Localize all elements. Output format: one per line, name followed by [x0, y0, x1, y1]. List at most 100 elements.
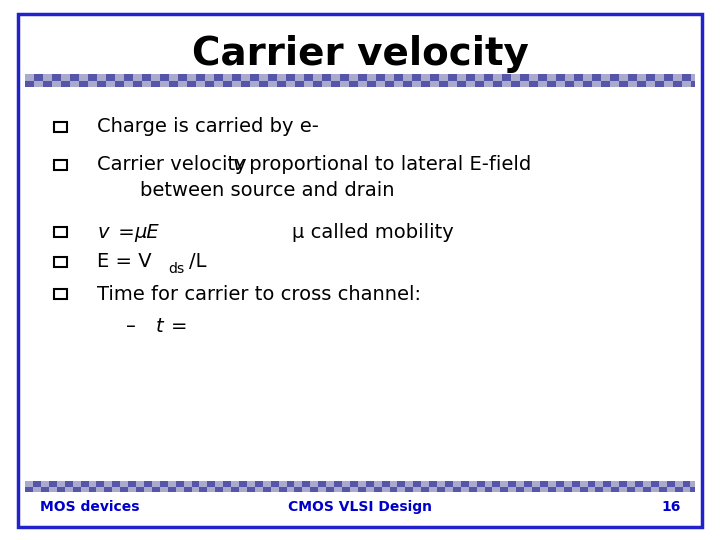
Bar [683, 74, 691, 80]
Bar [547, 80, 557, 87]
Bar [251, 80, 259, 87]
Bar [572, 481, 580, 487]
Bar [647, 80, 655, 87]
Bar [215, 80, 223, 87]
Bar [215, 74, 223, 80]
Bar [453, 481, 461, 487]
Bar [691, 80, 695, 87]
Bar [413, 481, 421, 487]
Bar [251, 74, 259, 80]
Bar [366, 481, 374, 487]
Bar [683, 481, 690, 487]
Bar [350, 487, 358, 492]
Bar [529, 74, 539, 80]
Bar [445, 487, 453, 492]
Bar [43, 80, 53, 87]
Bar [583, 80, 593, 87]
Bar [374, 487, 382, 492]
Bar [655, 80, 665, 87]
Bar [33, 487, 41, 492]
Bar [304, 74, 313, 80]
Bar [61, 74, 71, 80]
Bar [199, 487, 207, 492]
Text: Carrier velocity: Carrier velocity [97, 155, 253, 174]
Bar [390, 487, 397, 492]
Bar [176, 481, 184, 487]
Bar [611, 487, 619, 492]
Bar [619, 80, 628, 87]
Bar [403, 80, 412, 87]
Bar [107, 80, 115, 87]
Bar [593, 74, 601, 80]
Bar [133, 74, 143, 80]
Bar [263, 487, 271, 492]
Bar [448, 80, 457, 87]
Bar [231, 481, 239, 487]
Bar [619, 487, 627, 492]
Bar [271, 481, 279, 487]
Bar [25, 481, 33, 487]
Bar [374, 481, 382, 487]
Bar [665, 80, 673, 87]
Bar [475, 80, 484, 87]
Bar [539, 74, 547, 80]
Bar [673, 80, 683, 87]
Bar [397, 481, 405, 487]
Bar [318, 481, 326, 487]
Bar [223, 74, 233, 80]
Text: CMOS VLSI Design: CMOS VLSI Design [288, 500, 432, 514]
Bar [277, 80, 287, 87]
Bar [71, 74, 79, 80]
Bar [532, 487, 540, 492]
Bar [318, 487, 326, 492]
Bar [511, 80, 521, 87]
Bar [637, 80, 647, 87]
Bar [54, 160, 67, 170]
Text: μE: μE [135, 222, 159, 242]
Bar [215, 481, 223, 487]
Bar [461, 487, 469, 492]
Bar [79, 80, 89, 87]
Text: Carrier velocity: Carrier velocity [192, 35, 528, 73]
Bar [196, 80, 205, 87]
Bar [603, 487, 611, 492]
Bar [287, 481, 294, 487]
Text: =: = [112, 222, 140, 242]
Bar [61, 80, 71, 87]
Bar [49, 481, 57, 487]
Bar [611, 74, 619, 80]
Bar [540, 487, 548, 492]
Bar [667, 481, 675, 487]
Bar [295, 80, 305, 87]
Bar [128, 487, 136, 492]
Bar [565, 74, 575, 80]
Bar [675, 481, 683, 487]
Bar [54, 227, 67, 237]
Bar [467, 74, 475, 80]
Bar [326, 481, 334, 487]
Bar [125, 74, 133, 80]
Bar [310, 487, 318, 492]
Bar [302, 481, 310, 487]
Bar [540, 481, 548, 487]
Bar [575, 80, 583, 87]
Bar [294, 481, 302, 487]
Bar [271, 487, 279, 492]
Bar [57, 487, 65, 492]
Bar [405, 481, 413, 487]
Bar [572, 487, 580, 492]
Bar [81, 481, 89, 487]
Bar [469, 481, 477, 487]
Bar [287, 74, 295, 80]
Bar [508, 481, 516, 487]
Bar [223, 481, 231, 487]
Bar [469, 487, 477, 492]
Bar [104, 487, 112, 492]
Bar [239, 487, 247, 492]
Bar [89, 74, 97, 80]
Bar [35, 80, 43, 87]
Bar [445, 481, 453, 487]
Bar [263, 481, 271, 487]
Bar [359, 80, 367, 87]
Bar [168, 481, 176, 487]
